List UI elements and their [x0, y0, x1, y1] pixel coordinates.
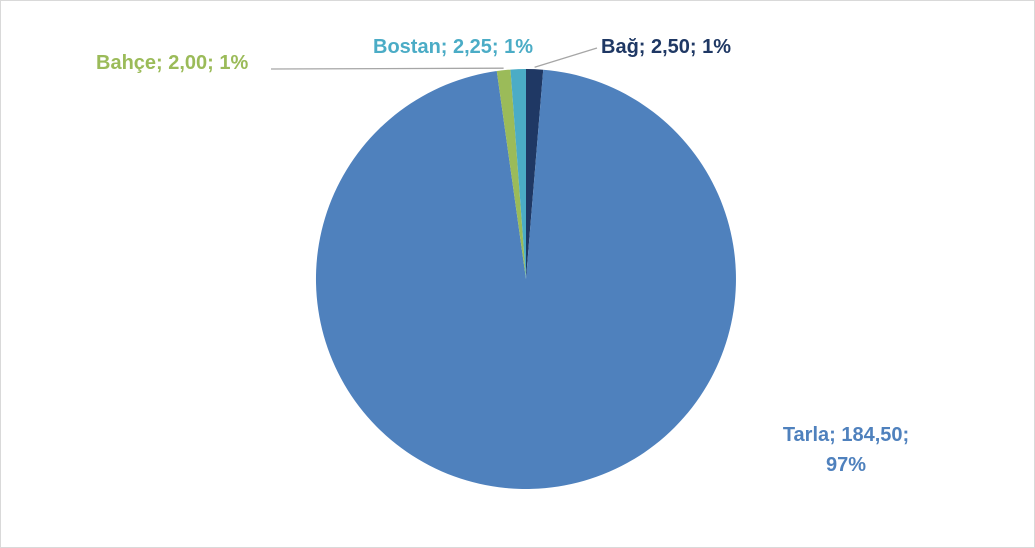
- leader-lines: [270, 47, 598, 70]
- data-label-line: Bağ; 2,50; 1%: [601, 36, 731, 58]
- pie-slice-bostan[interactable]: [510, 69, 526, 279]
- data-label-bah-e: Bahçe; 2,00; 1%: [96, 52, 249, 74]
- pie-slices: [315, 69, 736, 489]
- data-label-bostan: Bostan; 2,25; 1%: [373, 36, 533, 58]
- leader-line-ba-: [534, 47, 598, 68]
- data-label-line: Bahçe; 2,00; 1%: [96, 52, 249, 74]
- data-labels: Tarla; 184,50; 97% Bahçe; 2,00; 1% Bostan; …: [96, 36, 909, 476]
- pie-slice-tarla[interactable]: [315, 69, 736, 489]
- data-label-line: Bostan; 2,25; 1%: [373, 36, 533, 58]
- data-label-ba-: Bağ; 2,50; 1%: [601, 36, 731, 58]
- data-label-line: 97%: [826, 454, 866, 476]
- leader-line-bah-e: [270, 67, 504, 70]
- data-label-tarla: Tarla; 184,50; 97%: [783, 424, 909, 476]
- pie-slice-ba-[interactable]: [526, 69, 544, 279]
- data-label-line: Tarla; 184,50;: [783, 424, 909, 446]
- pie-slice-bah-e[interactable]: [496, 69, 526, 279]
